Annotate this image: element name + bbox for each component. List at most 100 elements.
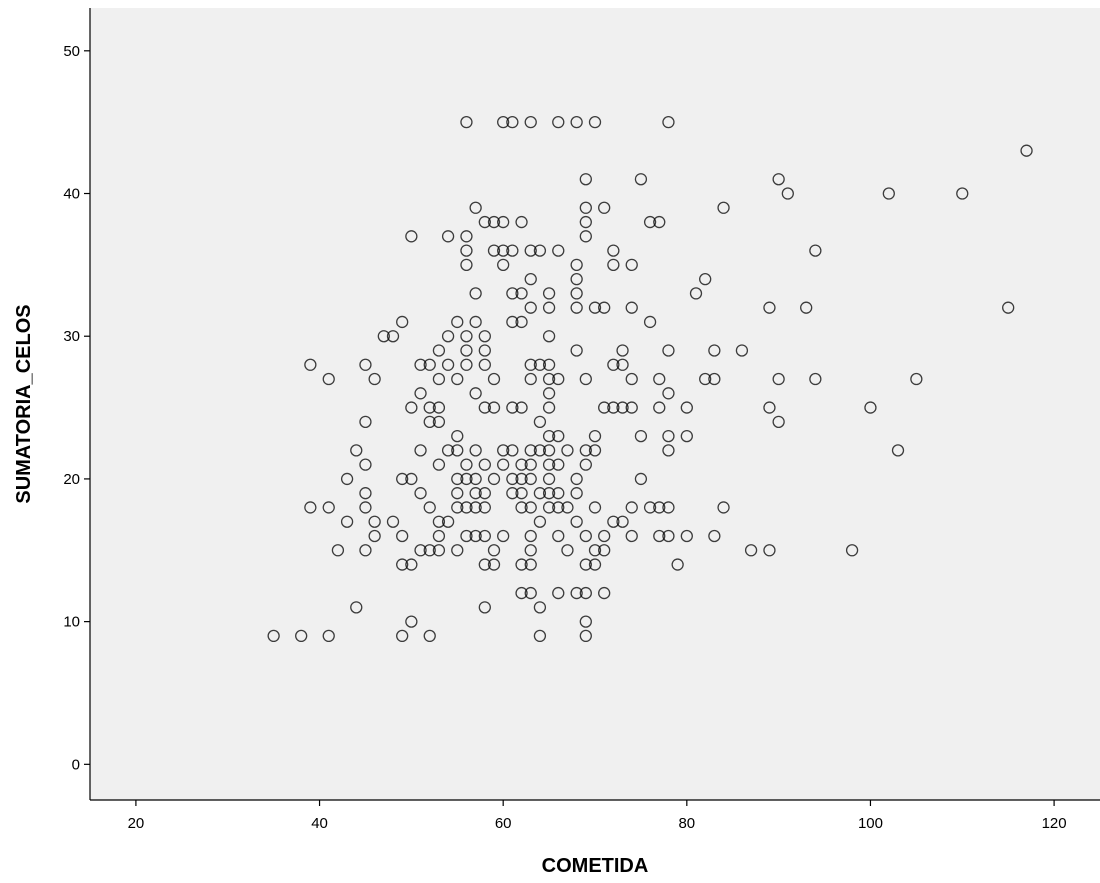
- data-point: [588, 301, 602, 314]
- data-point: [579, 173, 592, 186]
- data-point: [588, 444, 602, 457]
- data-point: [460, 501, 473, 514]
- data-point: [579, 629, 592, 643]
- data-point: [478, 558, 491, 571]
- data-point: [414, 387, 427, 400]
- data-point: [515, 315, 528, 329]
- data-point: [616, 401, 629, 414]
- data-point: [451, 372, 464, 386]
- data-point: [625, 258, 638, 272]
- data-point: [359, 544, 372, 557]
- data-point: [432, 372, 446, 386]
- data-point: [497, 444, 510, 457]
- data-point: [717, 201, 730, 214]
- data-point: [1020, 144, 1033, 157]
- data-point: [552, 244, 565, 257]
- data-point: [579, 615, 592, 628]
- data-point: [662, 429, 675, 443]
- data-point: [763, 401, 776, 414]
- data-point: [552, 372, 565, 386]
- data-point: [478, 401, 491, 414]
- data-point: [598, 529, 611, 543]
- data-point: [524, 372, 537, 386]
- data-point: [396, 558, 409, 571]
- data-point: [478, 501, 491, 514]
- data-point: [469, 287, 482, 300]
- data-point: [680, 429, 693, 443]
- data-point: [487, 401, 501, 414]
- data-point: [267, 629, 280, 643]
- data-point: [441, 358, 455, 371]
- data-point: [423, 544, 436, 557]
- data-point: [524, 558, 537, 571]
- data-point: [487, 544, 501, 557]
- data-point: [460, 244, 473, 257]
- data-point: [487, 244, 501, 257]
- data-point: [781, 187, 794, 200]
- data-point: [524, 458, 537, 471]
- data-point: [524, 529, 537, 543]
- data-point: [542, 287, 556, 300]
- data-point: [524, 544, 537, 557]
- data-point: [653, 529, 666, 543]
- data-point: [634, 429, 648, 443]
- data-point: [570, 116, 583, 129]
- data-point: [542, 372, 556, 386]
- data-point: [524, 116, 537, 129]
- data-point: [322, 629, 335, 643]
- data-point: [588, 544, 602, 557]
- data-point: [579, 230, 592, 243]
- data-point: [772, 415, 785, 428]
- data-point: [607, 244, 620, 257]
- data-point: [552, 586, 565, 600]
- data-point: [405, 401, 418, 414]
- data-point: [662, 116, 675, 129]
- data-point: [304, 501, 317, 514]
- data-point: [478, 458, 491, 471]
- data-point: [634, 472, 648, 486]
- data-point: [643, 315, 657, 329]
- data-point: [910, 372, 923, 386]
- data-point: [579, 372, 592, 386]
- data-point: [478, 215, 491, 229]
- data-point: [579, 586, 592, 600]
- data-point: [497, 258, 510, 272]
- data-point: [515, 401, 528, 414]
- data-point: [396, 629, 409, 643]
- data-point: [350, 444, 363, 457]
- data-point: [331, 544, 345, 557]
- x-tick-label: 120: [1042, 815, 1067, 832]
- data-point: [515, 458, 528, 471]
- data-point: [542, 358, 556, 371]
- data-point: [607, 401, 620, 414]
- data-point: [432, 529, 446, 543]
- data-point: [552, 501, 565, 514]
- data-point: [533, 415, 547, 428]
- data-point: [552, 429, 565, 443]
- data-point: [469, 487, 482, 500]
- data-point: [432, 344, 446, 357]
- data-point: [469, 501, 482, 514]
- data-point: [524, 301, 537, 314]
- data-point: [469, 315, 482, 329]
- data-point: [460, 458, 473, 471]
- data-point: [405, 558, 418, 571]
- data-point: [487, 372, 501, 386]
- x-tick-label: 60: [495, 815, 512, 832]
- data-point: [579, 558, 592, 571]
- data-point: [359, 415, 372, 428]
- data-point: [625, 372, 638, 386]
- data-point: [295, 629, 308, 643]
- data-point: [699, 372, 712, 386]
- data-point: [809, 372, 822, 386]
- data-point: [432, 544, 446, 557]
- data-point: [570, 344, 583, 357]
- data-point: [478, 358, 491, 371]
- data-point: [386, 330, 400, 343]
- data-point: [598, 586, 611, 600]
- data-point: [680, 529, 693, 543]
- data-point: [763, 301, 776, 314]
- x-axis-ticks: 20 40 60 80 100 120: [128, 800, 1067, 832]
- data-point: [653, 501, 666, 514]
- data-point: [506, 444, 519, 457]
